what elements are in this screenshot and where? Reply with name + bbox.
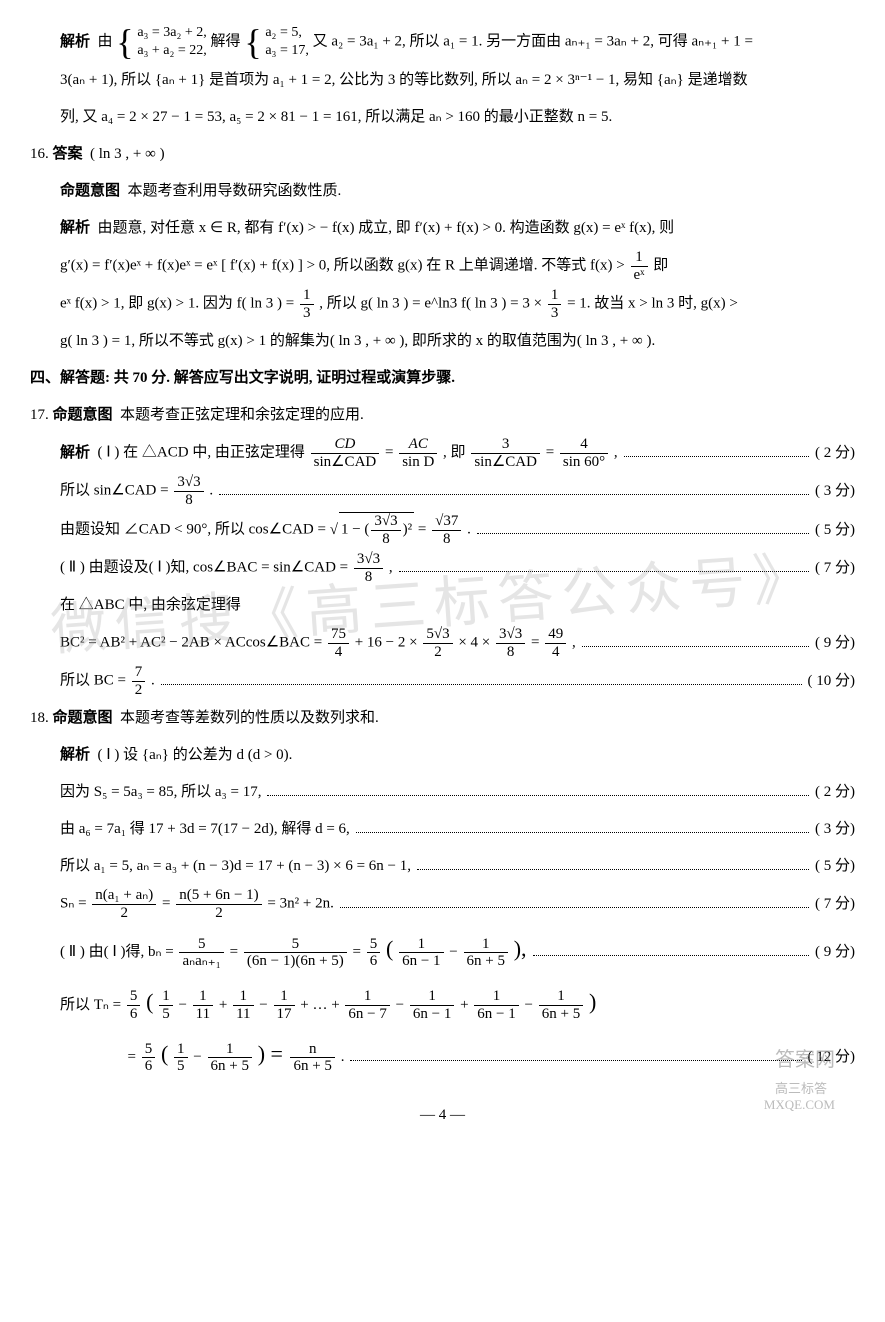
q18-p1: 解析 ( Ⅰ ) 设 {aₙ} 的公差为 d (d > 0). xyxy=(30,739,855,772)
q18-p2: 因为 S₅ = 5a₃ = 85, 所以 a₃ = 17, ( 2 分) xyxy=(30,776,855,809)
leader-dots xyxy=(624,442,809,457)
q16-l4: g( ln 3 ) = 1, 所以不等式 g(x) > 1 的解集为( ln 3… xyxy=(30,325,855,358)
q16-l1: 解析 由题意, 对任意 x ∈ R, 都有 f′(x) > − f(x) 成立,… xyxy=(30,212,855,245)
q18-intent: 18. 命题意图 本题考查等差数列的性质以及数列求和. xyxy=(30,702,855,735)
q15-l1: 解析 由 { a₃ = 3a₂ + 2,a₃ + a₂ = 22, 解得 { a… xyxy=(30,24,855,60)
q17-p5: 在 △ABC 中, 由余弦定理得 xyxy=(30,589,855,622)
q18-p5: Sₙ = n(a₁ + aₙ)2 = n(5 + 6n − 1)2 = 3n² … xyxy=(30,887,855,921)
q17-p2: 所以 sin∠CAD = 3√38 . ( 3 分) xyxy=(30,474,855,508)
q16-intent: 命题意图 本题考查利用导数研究函数性质. xyxy=(30,175,855,208)
q15-l3: 列, 又 a₄ = 2 × 27 − 1 = 53, a₅ = 2 × 81 −… xyxy=(30,101,855,134)
q17-p1: 解析 ( Ⅰ ) 在 △ACD 中, 由正弦定理得 CDsin∠CAD = AC… xyxy=(30,436,855,470)
page-container: { "colors": { "text": "#000000", "bg": "… xyxy=(30,24,855,1132)
q16-answer: 16. 答案 ( ln 3 , + ∞ ) xyxy=(30,138,855,171)
q17-p4: ( Ⅱ ) 由题设及( Ⅰ )知, cos∠BAC = sin∠CAD = 3√… xyxy=(30,551,855,585)
q17-intent: 17. 命题意图 本题考查正弦定理和余弦定理的应用. xyxy=(30,399,855,432)
q18-p8: = 56 ( 15 − 16n + 5 ) = n6n + 5 . ( 12 分… xyxy=(30,1030,855,1078)
q17-p7: 所以 BC = 72 . ( 10 分) xyxy=(30,664,855,698)
q18-p7: 所以 Tₙ = 56 ( 15 − 111 + 111 − 117 + … + … xyxy=(30,978,855,1026)
q17-p3: 由题设知 ∠CAD < 90°, 所以 cos∠CAD = 1 − (3√38)… xyxy=(30,512,855,547)
q15-l2: 3(aₙ + 1), 所以 {aₙ + 1} 是首项为 a₁ + 1 = 2, … xyxy=(30,64,855,97)
label-jiexi: 解析 xyxy=(60,26,90,59)
section4-header: 四、解答题: 共 70 分. 解答应写出文字说明, 证明过程或演算步骤. xyxy=(30,362,855,395)
q18-p3: 由 a₆ = 7a₁ 得 17 + 3d = 7(17 − 2d), 解得 d … xyxy=(30,813,855,846)
q17-p6: BC² = AB² + AC² − 2AB × ACcos∠BAC = 754 … xyxy=(30,626,855,660)
q18-p6: ( Ⅱ ) 由( Ⅰ )得, bₙ = 5aₙaₙ₊₁ = 5(6n − 1)(… xyxy=(30,925,855,973)
q18-p4: 所以 a₁ = 5, aₙ = a₃ + (n − 3)d = 17 + (n … xyxy=(30,850,855,883)
page-footer: — 4 — xyxy=(30,1099,855,1132)
q16-l3: eˣ f(x) > 1, 即 g(x) > 1. 因为 f( ln 3 ) = … xyxy=(30,287,855,321)
q16-l2: g′(x) = f′(x)eˣ + f(x)eˣ = eˣ [ f′(x) + … xyxy=(30,249,855,283)
